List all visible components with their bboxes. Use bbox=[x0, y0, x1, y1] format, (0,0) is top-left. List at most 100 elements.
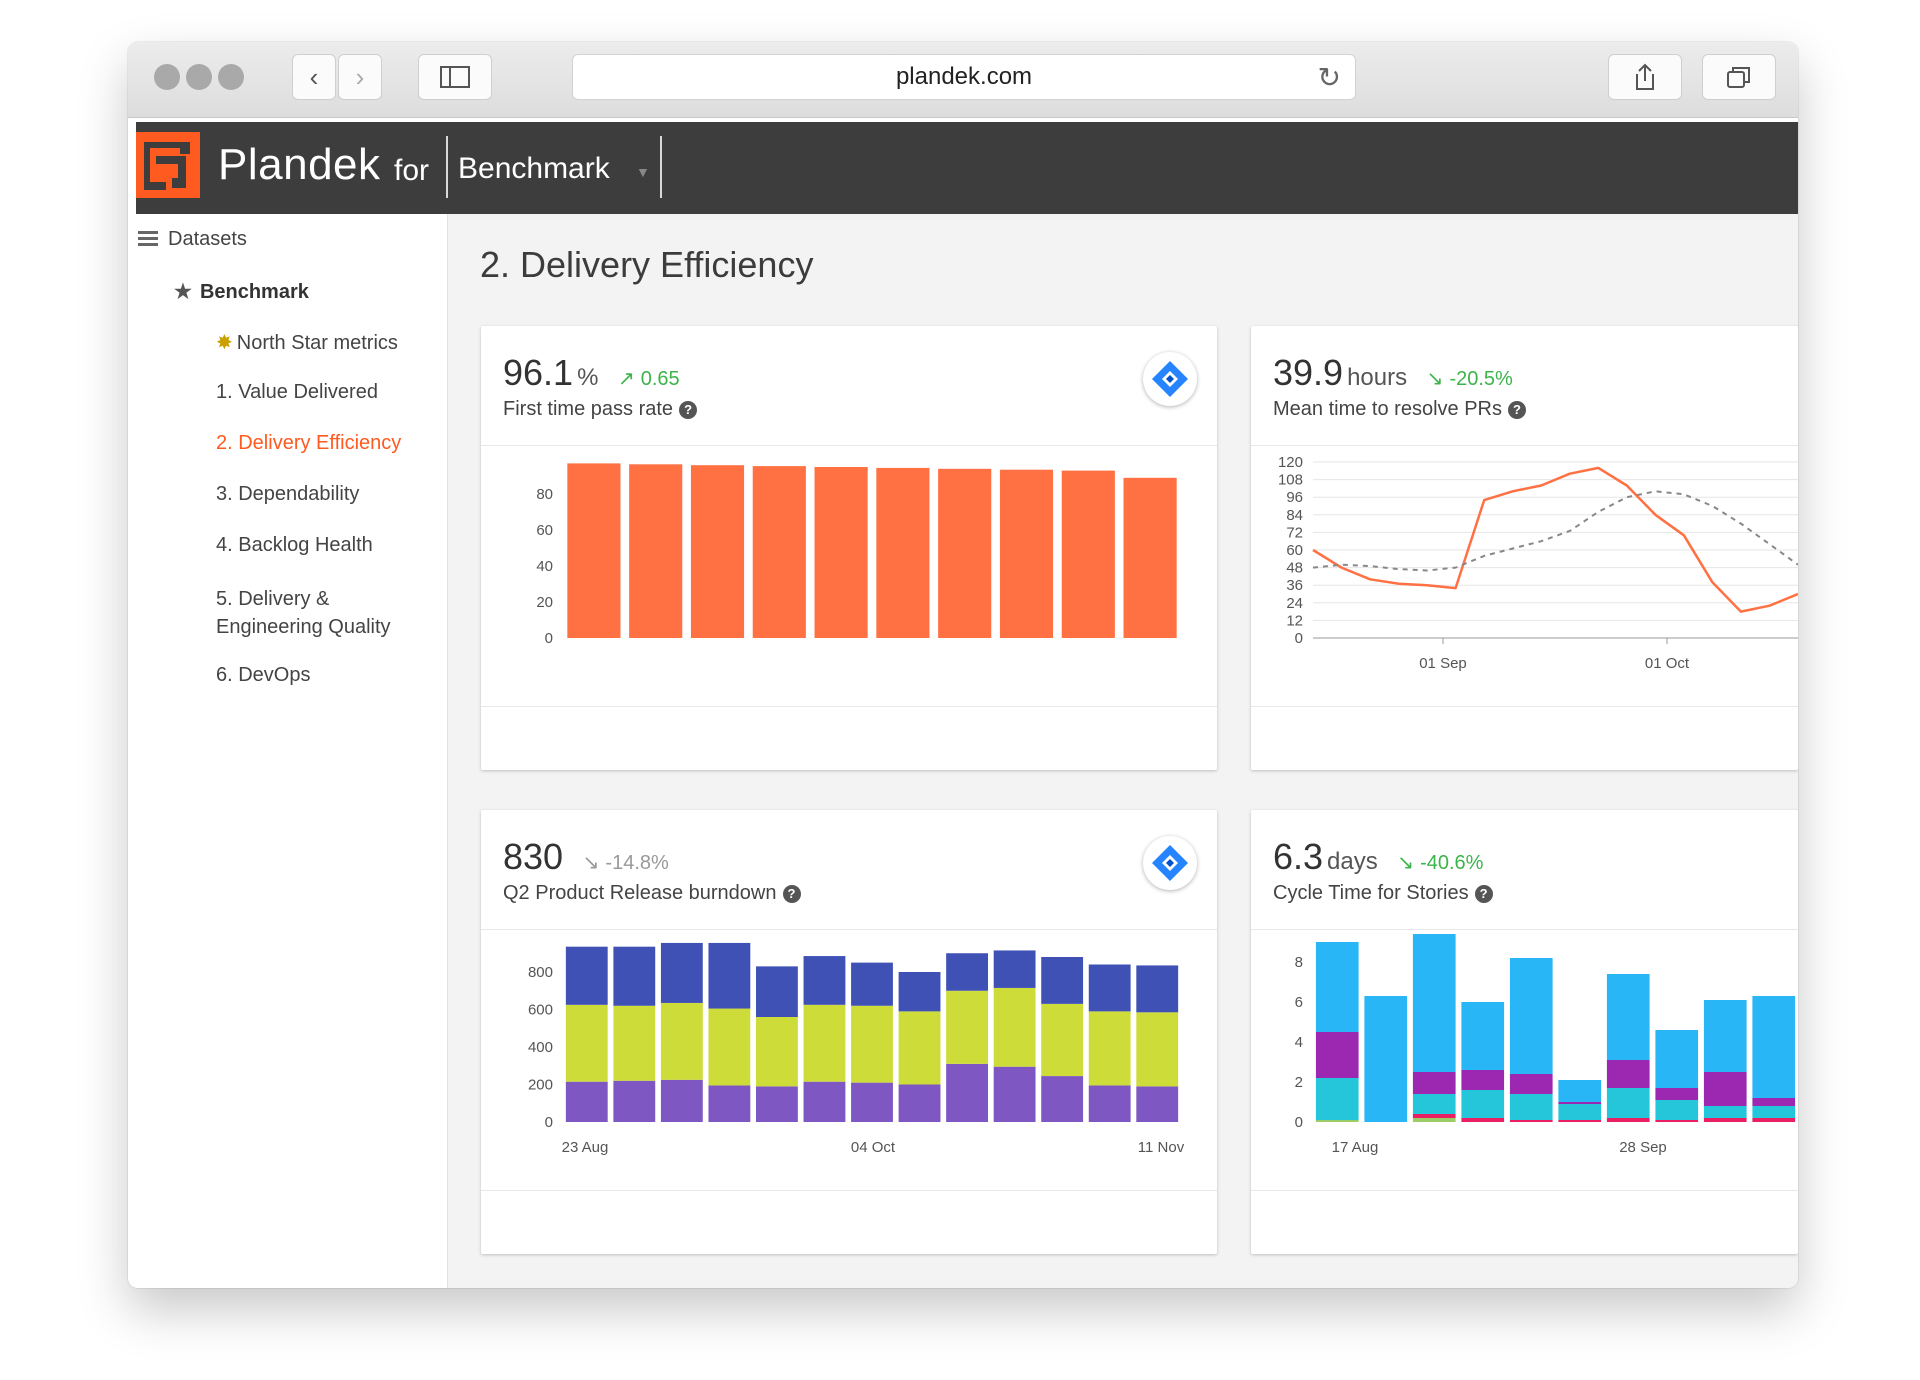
bar-segment bbox=[1655, 1120, 1699, 1122]
metric-card-q2-release-burndown[interactable]: 830 ↘ -14.8% Q2 Product Release burndown?… bbox=[481, 810, 1217, 1254]
bar-segment bbox=[708, 942, 751, 1009]
bar-segment bbox=[1136, 1086, 1179, 1122]
card-header: 6.3 days ↘ -40.6% Cycle Time for Stories? bbox=[1251, 810, 1798, 930]
tabs-button[interactable] bbox=[1702, 54, 1776, 100]
sidebar-item-label: North Star metrics bbox=[236, 332, 398, 354]
sidebar-item-label: 5. Delivery & bbox=[216, 588, 330, 610]
sidebar-item-dependability[interactable]: 3. Dependability bbox=[216, 483, 360, 505]
star-icon: ★ bbox=[174, 281, 192, 303]
y-tick-label: 60 bbox=[536, 522, 553, 539]
card-header: 830 ↘ -14.8% Q2 Product Release burndown? bbox=[481, 810, 1217, 930]
close-window-button[interactable] bbox=[154, 64, 180, 90]
bar-segment bbox=[565, 1004, 608, 1082]
minimize-window-button[interactable] bbox=[186, 64, 212, 90]
y-tick-label: 0 bbox=[1295, 1114, 1303, 1131]
bar-segment bbox=[613, 1080, 656, 1122]
brand-name: Plandek bbox=[218, 140, 381, 189]
help-icon[interactable]: ? bbox=[1474, 884, 1493, 903]
bar bbox=[752, 466, 806, 638]
burst-icon: ✸ bbox=[216, 332, 233, 354]
sidebar-item-backlog-health[interactable]: 4. Backlog Health bbox=[216, 534, 373, 556]
bar-segment bbox=[1558, 1120, 1602, 1122]
maximize-window-button[interactable] bbox=[218, 64, 244, 90]
app-header: Plandek for Benchmark ▼ bbox=[136, 122, 1798, 214]
forward-button[interactable]: › bbox=[338, 54, 382, 100]
sidebar-item-delivery-engineering-quality[interactable]: 5. Delivery & Engineering Quality bbox=[216, 585, 391, 641]
bar-segment bbox=[1606, 1118, 1650, 1122]
workspace-link[interactable]: ★ Benchmark bbox=[174, 279, 309, 304]
y-tick-label: 800 bbox=[528, 964, 553, 981]
reload-icon[interactable]: ↻ bbox=[1317, 62, 1341, 93]
kpi: 6.3 days ↘ -40.6% bbox=[1273, 836, 1483, 878]
help-icon[interactable]: ? bbox=[782, 884, 801, 903]
main-content: 2. Delivery Efficiency 96.1% ↗ 0.65 First… bbox=[448, 214, 1798, 1288]
sidebar-toggle-button[interactable] bbox=[418, 54, 492, 100]
bar-segment bbox=[1509, 1074, 1553, 1094]
header-divider bbox=[660, 136, 662, 198]
bar-segment bbox=[660, 1002, 703, 1080]
back-button[interactable]: ‹ bbox=[292, 54, 336, 100]
y-tick-label: 20 bbox=[536, 594, 553, 611]
kpi: 830 ↘ -14.8% bbox=[503, 836, 669, 878]
bar-segment bbox=[993, 987, 1036, 1067]
chevron-left-icon: ‹ bbox=[309, 61, 319, 92]
help-icon[interactable]: ? bbox=[1507, 400, 1526, 419]
datasets-label: Datasets bbox=[168, 228, 247, 250]
share-button[interactable] bbox=[1608, 54, 1682, 100]
bar-segment bbox=[1461, 1070, 1505, 1090]
url-text: plandek.com bbox=[895, 63, 1033, 90]
kpi-unit: hours bbox=[1347, 364, 1408, 391]
sidebar-item-label-line2: Engineering Quality bbox=[216, 616, 391, 638]
bar-segment bbox=[1136, 965, 1179, 1013]
bar-segment bbox=[1655, 1030, 1699, 1088]
bar-segment bbox=[1461, 1118, 1505, 1122]
metric-card-cycle-time-for-stories[interactable]: 6.3 days ↘ -40.6% Cycle Time for Stories? … bbox=[1251, 810, 1798, 1254]
bar-segment bbox=[708, 1008, 751, 1086]
bar-segment bbox=[1509, 1120, 1553, 1122]
trend-down-icon: ↘ bbox=[1391, 852, 1415, 874]
brand-for-label: for bbox=[394, 154, 430, 187]
bar-segment bbox=[1606, 974, 1650, 1060]
y-tick-label: 8 bbox=[1295, 954, 1303, 971]
sidebar-item-delivery-efficiency[interactable]: 2. Delivery Efficiency bbox=[216, 432, 402, 454]
sidebar-item-devops[interactable]: 6. DevOps bbox=[216, 664, 311, 686]
kpi-value: 830 bbox=[503, 836, 564, 877]
y-tick-label: 600 bbox=[528, 1002, 553, 1019]
y-tick-label: 4 bbox=[1295, 1034, 1303, 1051]
metric-card-mean-time-to-resolve-prs[interactable]: 39.9 hours ↘ -20.5% Mean time to resolve P… bbox=[1251, 326, 1798, 770]
y-tick-label: 48 bbox=[1286, 560, 1303, 577]
trend-down-icon: ↘ bbox=[577, 852, 600, 874]
x-tick-label: 23 Aug bbox=[562, 1139, 609, 1156]
y-tick-label: 200 bbox=[528, 1077, 553, 1094]
bar-segment bbox=[993, 950, 1036, 988]
jira-icon[interactable] bbox=[1143, 836, 1197, 890]
sidebar-item-value-delivered[interactable]: 1. Value Delivered bbox=[216, 381, 378, 403]
bar-segment bbox=[1315, 1078, 1359, 1120]
bar-segment bbox=[1509, 958, 1553, 1074]
sidebar-item-north-star[interactable]: ✸ North Star metrics bbox=[216, 330, 398, 355]
bar-segment bbox=[1412, 1118, 1456, 1122]
address-bar[interactable]: plandek.com ↻ bbox=[572, 54, 1356, 100]
bar-segment bbox=[1606, 1088, 1650, 1118]
kpi: 96.1% ↗ 0.65 bbox=[503, 352, 680, 394]
workspace-selector[interactable]: Benchmark bbox=[458, 152, 610, 185]
caret-down-icon[interactable]: ▼ bbox=[636, 164, 650, 180]
bar-segment bbox=[1088, 1085, 1131, 1122]
card-footer bbox=[1251, 1190, 1798, 1254]
datasets-link[interactable]: Datasets bbox=[138, 228, 247, 251]
bar-segment bbox=[851, 1082, 893, 1122]
bar-chart: 0 20 40 60 80 bbox=[536, 463, 1177, 647]
bar bbox=[938, 468, 992, 638]
bar-segment bbox=[1703, 1000, 1747, 1072]
card-header: 96.1% ↗ 0.65 First time pass rate? bbox=[481, 326, 1217, 446]
card-header: 39.9 hours ↘ -20.5% Mean time to resolve P… bbox=[1251, 326, 1798, 446]
bar-segment bbox=[1412, 934, 1456, 1072]
chevron-right-icon: › bbox=[355, 61, 365, 92]
bar-segment bbox=[1041, 1076, 1084, 1122]
y-tick-label: 96 bbox=[1286, 489, 1303, 506]
browser-window: ‹ › plandek.com ↻ Plandek for Benchmark … bbox=[128, 42, 1798, 1288]
bar-segment bbox=[1412, 1094, 1456, 1114]
metric-card-first-time-pass-rate[interactable]: 96.1% ↗ 0.65 First time pass rate? 0 20 40 6… bbox=[481, 326, 1217, 770]
jira-icon[interactable] bbox=[1143, 352, 1197, 406]
help-icon[interactable]: ? bbox=[679, 400, 698, 419]
